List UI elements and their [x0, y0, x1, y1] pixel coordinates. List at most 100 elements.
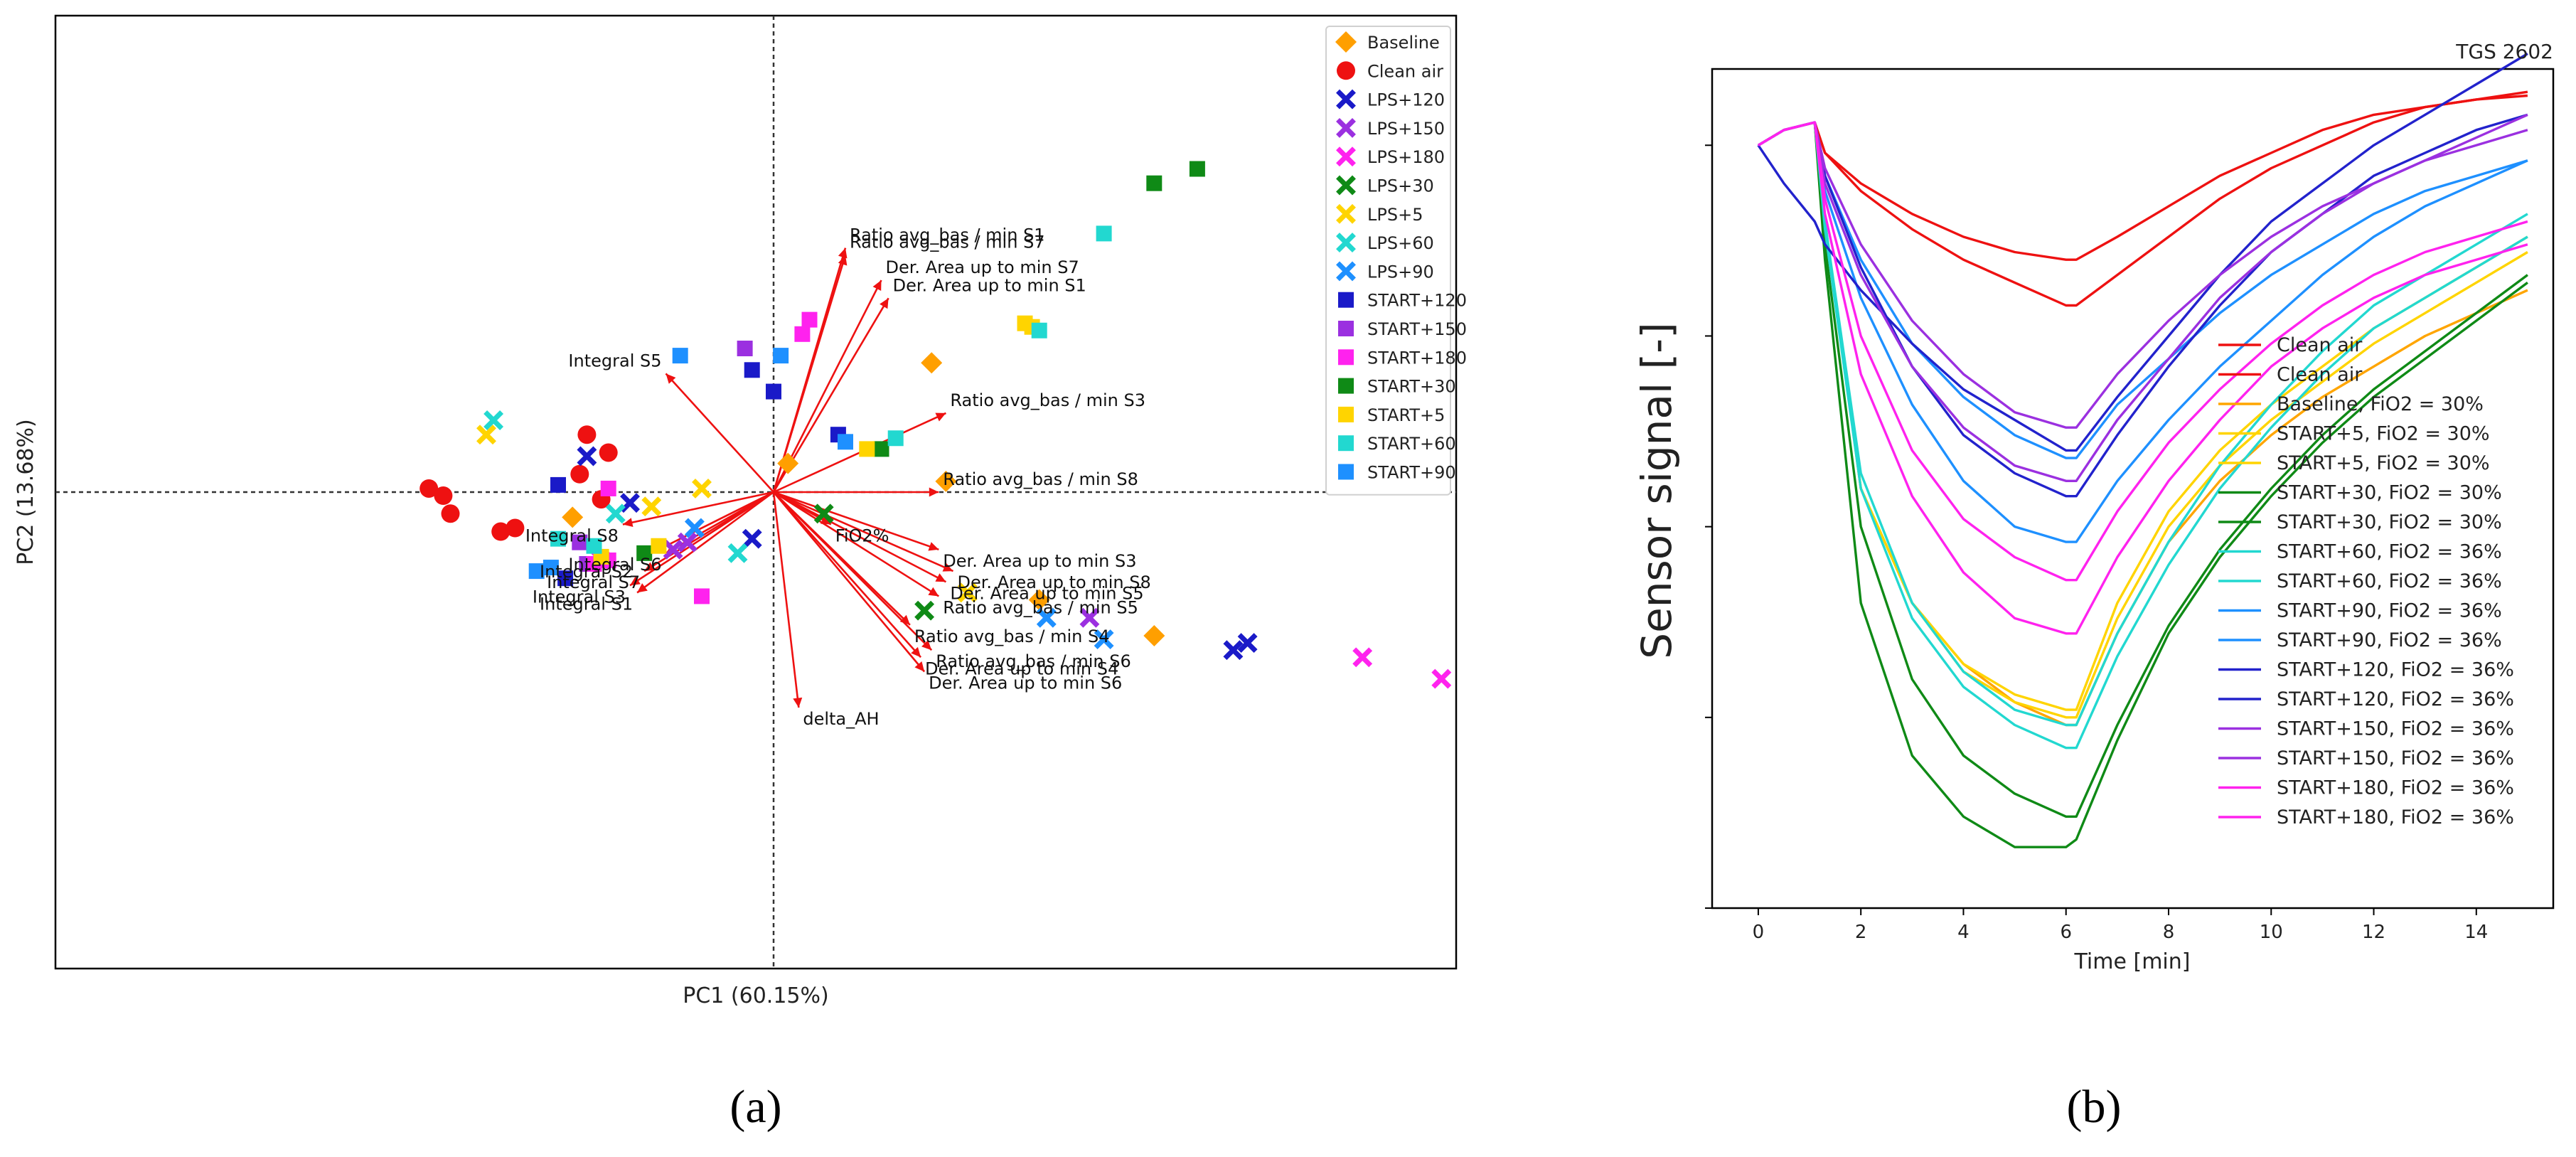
point-lps-5 — [692, 479, 712, 498]
point-lps-60 — [605, 503, 626, 524]
point-lps-30 — [813, 503, 834, 524]
legend-b-label-start-180-fio2-36: START+180, FiO2 = 36% — [2277, 777, 2514, 799]
loading-arrow-integral-s8 — [622, 491, 774, 527]
point-lps-120 — [577, 446, 597, 466]
legend-a-marker-lps-90 — [1336, 261, 1356, 282]
point-start-120 — [557, 570, 574, 587]
loading-label-delta-ah: delta_AH — [803, 709, 879, 729]
point-lps-5 — [957, 582, 978, 603]
loading-label-fio2: FiO2% — [835, 526, 889, 545]
loading-label-der-area-up-to-min-s6: Der. Area up to min S6 — [929, 673, 1122, 693]
legend-a-label-start-30: START+30 — [1367, 377, 1456, 397]
legend-a-marker-lps-150 — [1336, 117, 1356, 138]
loading-label-der-area-up-to-min-s3: Der. Area up to min S3 — [943, 551, 1136, 571]
point-start-90 — [672, 348, 688, 364]
loading-arrow-der-area-up-to-min-s4 — [773, 491, 922, 659]
legend-b-label-start-30-fio2-30: START+30, FiO2 = 30% — [2277, 511, 2502, 533]
point-lps-5 — [476, 425, 496, 445]
legend-a-marker-start-60 — [1338, 435, 1354, 452]
point-baseline — [935, 470, 957, 492]
plot-b-ylabel: Sensor signal [-] — [1632, 322, 1681, 659]
x-tick-label: 12 — [2362, 922, 2385, 943]
loading-label-ratio-avg-bas-min-s4: Ratio avg_bas / min S4 — [914, 627, 1110, 646]
x-tick-label: 14 — [2464, 922, 2488, 943]
point-start-90 — [528, 563, 545, 580]
point-baseline — [1143, 625, 1165, 646]
loading-label-der-area-up-to-min-s4: Der. Area up to min S4 — [925, 659, 1118, 678]
legend-a-marker-start-5 — [1338, 406, 1354, 422]
plot-a-xlabel: PC1 (60.15%) — [683, 983, 828, 1008]
point-lps-5 — [641, 496, 662, 517]
point-lps-120 — [1223, 640, 1244, 661]
line-start-180-fio2-36 — [1758, 121, 2528, 582]
point-clean-air — [506, 518, 525, 538]
plot-a-legend: Baseline Clean air LPS+120 LPS+150 LPS+180 LP… — [1325, 26, 1467, 496]
loading-arrow-ratio-avg-bas-min-s8 — [774, 487, 939, 497]
loading-label-ratio-avg-bas-min-s1: Ratio avg_bas / min S1 — [850, 225, 1045, 245]
plot-a-ylabel: PC2 (13.68%) — [14, 419, 38, 565]
point-start-90 — [838, 434, 853, 450]
point-lps-180 — [1431, 668, 1452, 689]
loading-arrow-ratio-avg-bas-min-s6 — [773, 491, 933, 651]
point-baseline — [1028, 589, 1050, 611]
legend-b-label-start-60-fio2-36: START+60, FiO2 = 36% — [2277, 570, 2502, 592]
legend-b-label-start-150-fio2-36: START+150, FiO2 = 36% — [2277, 718, 2514, 740]
legend-b-label-start-120-fio2-36: START+120, FiO2 = 36% — [2277, 688, 2514, 710]
point-start-60 — [887, 430, 904, 447]
legend-a-marker-start-30 — [1338, 378, 1354, 394]
panel-b-line-chart: 0 2 4 6 8 10 12 14 Clean air Clean air Baseline, … — [1632, 40, 2555, 1133]
point-clean-air — [599, 443, 618, 462]
point-start-180 — [801, 311, 818, 328]
point-start-60 — [586, 538, 602, 554]
legend-a-label-start-60: START+60 — [1367, 434, 1456, 454]
panel-a-pca-biplot: Ratio avg_bas / min S1 Ratio avg_bas / mi… — [14, 14, 1467, 1133]
loading-arrow-der-area-up-to-min-s3 — [773, 491, 939, 551]
loading-arrow-integral-s5 — [665, 373, 774, 493]
loading-label-der-area-up-to-min-s8: Der. Area up to min S8 — [958, 572, 1151, 592]
point-lps-90 — [684, 518, 705, 538]
legend-a-marker-start-90 — [1338, 464, 1354, 480]
legend-a-label-start-150: START+150 — [1367, 319, 1467, 339]
x-tick-label: 0 — [1753, 922, 1765, 943]
point-start-60 — [550, 530, 566, 547]
legend-a-label-lps-5: LPS+5 — [1367, 205, 1423, 225]
point-clean-air — [491, 522, 511, 541]
loading-arrow-ratio-avg-bas-min-s7 — [772, 255, 848, 493]
point-lps-90 — [1036, 607, 1057, 628]
legend-a-label-lps-150: LPS+150 — [1367, 119, 1445, 139]
point-lps-30 — [914, 600, 935, 621]
point-start-150 — [572, 534, 588, 550]
point-baseline — [921, 352, 943, 374]
line-start-120-fio2-36 — [1757, 53, 2528, 452]
legend-b-label-start-30-fio2-30: START+30, FiO2 = 30% — [2277, 482, 2502, 504]
legend-b-label-clean-air: Clean air — [2277, 364, 2363, 386]
legend-a-marker-start-180 — [1338, 349, 1354, 366]
point-baseline — [777, 452, 799, 474]
loading-label-integral-s5: Integral S5 — [568, 351, 661, 370]
legend-a-marker-lps-180 — [1336, 146, 1356, 167]
point-lps-60 — [483, 410, 504, 430]
point-lps-120 — [742, 528, 762, 549]
point-lps-90 — [1094, 629, 1114, 649]
legend-a-label-start-90: START+90 — [1367, 463, 1456, 483]
loading-label-integral-s7: Integral S7 — [547, 572, 640, 592]
point-clean-air — [577, 425, 597, 444]
legend-a-marker-lps-120 — [1336, 89, 1356, 110]
loading-label-ratio-avg-bas-min-s8: Ratio avg_bas / min S8 — [943, 469, 1138, 489]
point-start-90 — [773, 348, 789, 364]
loading-label-der-area-up-to-min-s1: Der. Area up to min S1 — [893, 275, 1086, 295]
line-start-120-fio2-36 — [1758, 113, 2528, 498]
point-start-120 — [550, 476, 566, 493]
legend-b-label-start-90-fio2-36: START+90, FiO2 = 36% — [2277, 600, 2502, 622]
point-start-30 — [1146, 175, 1163, 191]
plot-a-points — [419, 161, 1452, 689]
plot-b-legend: Clean air Clean air Baseline, FiO2 = 30% ST… — [2218, 334, 2514, 828]
point-start-5 — [859, 441, 875, 457]
loading-label-integral-s1: Integral S1 — [540, 594, 633, 614]
loading-arrow-der-area-up-to-min-s8 — [773, 491, 954, 572]
point-start-180 — [694, 588, 710, 604]
x-tick-label: 4 — [1957, 922, 1970, 943]
legend-a-label-lps-30: LPS+30 — [1367, 176, 1434, 196]
legend-b-label-start-5-fio2-30: START+5, FiO2 = 30% — [2277, 452, 2490, 474]
point-lps-120 — [620, 493, 640, 513]
